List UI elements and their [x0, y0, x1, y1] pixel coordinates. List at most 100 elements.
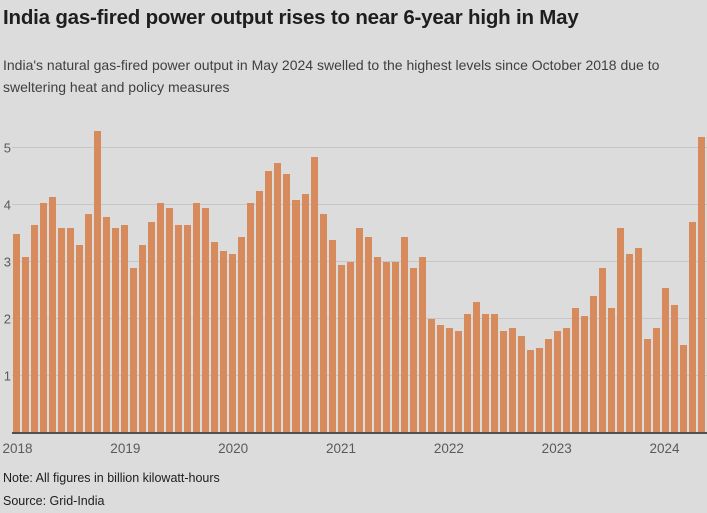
- bar-2019-12: [220, 250, 228, 433]
- bar-2019-06: [166, 208, 174, 433]
- bars-container: [13, 120, 706, 433]
- bar-2018-09: [85, 213, 93, 433]
- x-axis-label-2023: 2023: [541, 441, 572, 456]
- bar-2022-10: [526, 350, 534, 433]
- y-tick-label-3: 3: [3, 254, 11, 270]
- bar-2023-10: [635, 248, 643, 433]
- bar-2021-12: [436, 324, 444, 433]
- bar-2023-08: [617, 228, 625, 433]
- bar-2018-03: [31, 225, 39, 433]
- y-tick-label-4: 4: [3, 197, 11, 213]
- bar-2020-05: [265, 171, 273, 433]
- bar-2022-09: [517, 336, 525, 433]
- bar-2023-01: [553, 330, 561, 433]
- x-axis-label-2022: 2022: [433, 441, 464, 456]
- x-axis-label-2020: 2020: [218, 441, 249, 456]
- chart-note: Note: All figures in billion kilowatt-ho…: [3, 471, 220, 485]
- bar-2022-06: [490, 313, 498, 433]
- bar-2022-07: [499, 330, 507, 433]
- x-axis-labels: 2018 2019 2020 2021 2022 2023 2024: [0, 441, 707, 459]
- bar-2018-05: [49, 196, 57, 433]
- bar-2022-05: [481, 313, 489, 433]
- bar-2022-11: [535, 347, 543, 433]
- bar-2021-07: [391, 262, 399, 433]
- gridline-4: [12, 204, 707, 206]
- bar-2019-07: [175, 225, 183, 433]
- bar-2022-03: [463, 313, 471, 433]
- bar-2020-08: [292, 199, 300, 433]
- bar-2019-11: [211, 242, 219, 433]
- bar-2024-04: [689, 222, 697, 433]
- bar-2020-04: [256, 191, 264, 433]
- bar-2021-04: [364, 236, 372, 433]
- x-axis-line: [12, 432, 707, 434]
- bar-2018-04: [40, 202, 48, 433]
- bar-2021-10: [418, 256, 426, 433]
- bar-2020-06: [274, 162, 282, 433]
- chart-source: Source: Grid-India: [3, 494, 105, 508]
- bar-2023-03: [571, 307, 579, 433]
- bar-2022-04: [472, 302, 480, 433]
- gridline-5: [12, 147, 707, 149]
- x-axis-label-2018: 2018: [2, 441, 33, 456]
- bar-2020-07: [283, 174, 291, 433]
- bar-2023-02: [562, 327, 570, 433]
- bar-2021-01: [337, 265, 345, 433]
- bar-2020-03: [247, 202, 255, 433]
- bar-2021-06: [382, 262, 390, 433]
- bar-2022-02: [454, 330, 462, 433]
- bar-2019-08: [184, 225, 192, 433]
- bar-2018-10: [94, 131, 102, 433]
- bar-2024-01: [662, 287, 670, 433]
- bar-2022-12: [544, 339, 552, 433]
- bar-2022-01: [445, 327, 453, 433]
- bar-2023-07: [608, 307, 616, 433]
- bar-2023-11: [644, 339, 652, 433]
- bar-2024-05: [698, 137, 706, 433]
- bar-chart: 1 2 3 4 5: [0, 120, 707, 434]
- y-tick-label-5: 5: [3, 140, 11, 156]
- x-axis-label-2019: 2019: [110, 441, 141, 456]
- x-axis-label-2021: 2021: [325, 441, 357, 456]
- bar-2018-06: [58, 228, 66, 433]
- bar-2022-08: [508, 327, 516, 433]
- y-tick-label-2: 2: [3, 311, 11, 327]
- bar-2020-12: [328, 239, 336, 433]
- bar-2021-02: [346, 262, 354, 433]
- bar-2023-06: [599, 267, 607, 433]
- bar-2023-05: [590, 296, 598, 433]
- bar-2018-08: [76, 245, 84, 433]
- bar-2020-11: [319, 213, 327, 433]
- bar-2018-02: [22, 256, 30, 433]
- bar-2021-03: [355, 228, 363, 433]
- bar-2024-02: [671, 304, 679, 433]
- bar-2021-08: [400, 236, 408, 433]
- bar-2020-01: [229, 253, 237, 433]
- bar-2019-03: [139, 245, 147, 433]
- bar-2018-07: [67, 228, 75, 433]
- bar-2018-01: [13, 233, 21, 433]
- y-tick-label-1: 1: [3, 368, 11, 384]
- chart-subtitle: India's natural gas-fired power output i…: [3, 57, 660, 95]
- bar-2019-01: [121, 225, 129, 433]
- bar-2019-02: [130, 267, 138, 433]
- bar-2021-05: [373, 256, 381, 433]
- bar-2020-02: [238, 236, 246, 433]
- bar-2024-03: [680, 344, 688, 433]
- bar-2021-11: [427, 319, 435, 433]
- bar-2023-04: [580, 316, 588, 433]
- bar-2020-10: [310, 157, 318, 433]
- bar-2019-10: [202, 208, 210, 433]
- bar-2018-11: [103, 216, 111, 433]
- x-axis-label-2024: 2024: [649, 441, 680, 456]
- bar-2019-09: [193, 202, 201, 433]
- bar-2023-12: [653, 327, 661, 433]
- chart-title: India gas-fired power output rises to ne…: [3, 6, 579, 29]
- bar-2020-09: [301, 193, 309, 433]
- bar-2019-05: [157, 202, 165, 433]
- bar-2021-09: [409, 267, 417, 433]
- bar-2018-12: [112, 228, 120, 433]
- bar-2019-04: [148, 222, 156, 433]
- bar-2023-09: [626, 253, 634, 433]
